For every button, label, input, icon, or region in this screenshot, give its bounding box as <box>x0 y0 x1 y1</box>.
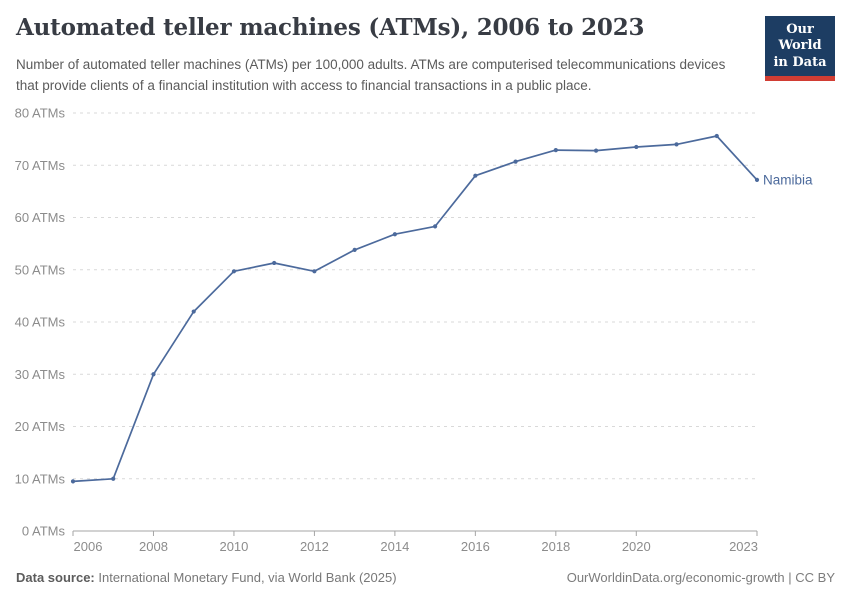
namibia-point-2019[interactable] <box>593 148 599 153</box>
y-axis-label-0: 0 ATMs <box>22 524 66 539</box>
namibia-point-2013[interactable] <box>352 247 357 252</box>
y-axis-label-40: 40 ATMs <box>15 315 66 330</box>
data-source-value: International Monetary Fund, via World B… <box>94 570 397 585</box>
x-axis-label-2016: 2016 <box>461 539 490 554</box>
namibia-point-2023[interactable] <box>754 177 760 182</box>
owid-logo-line1: Our World <box>778 22 822 54</box>
y-axis-label-80: 80 ATMs <box>15 106 66 121</box>
namibia-point-2018[interactable] <box>553 147 558 153</box>
x-axis-label-2012: 2012 <box>300 539 329 554</box>
namibia-point-2012[interactable] <box>312 269 317 274</box>
x-axis-label-2018: 2018 <box>541 539 570 554</box>
namibia-point-2020[interactable] <box>634 144 639 150</box>
x-axis-label-2014: 2014 <box>380 539 409 554</box>
namibia-point-2021[interactable] <box>674 142 679 147</box>
x-axis-label-2023: 2023 <box>729 539 758 554</box>
data-source-note: Data source: International Monetary Fund… <box>16 570 397 585</box>
namibia-point-2008[interactable] <box>151 372 156 377</box>
x-axis-label-2010: 2010 <box>219 539 248 554</box>
data-source-label: Data source: <box>16 570 95 585</box>
namibia-point-2007[interactable] <box>111 476 116 481</box>
page-title: Automated teller machines (ATMs), 2006 t… <box>16 14 645 41</box>
header-text: Automated teller machines (ATMs), 2006 t… <box>16 14 751 96</box>
namibia-point-2010[interactable] <box>231 269 237 274</box>
y-axis-label-50: 50 ATMs <box>15 262 66 277</box>
owid-logo-line2: in Data <box>773 54 827 70</box>
namibia-point-2011[interactable] <box>272 260 277 266</box>
chart-header: Automated teller machines (ATMs), 2006 t… <box>16 14 835 96</box>
chart-subtitle: Number of automated teller machines (ATM… <box>16 56 726 93</box>
y-axis-label-30: 30 ATMs <box>15 367 66 382</box>
namibia-line-series[interactable] <box>72 135 758 483</box>
namibia-point-2014[interactable] <box>392 232 397 237</box>
namibia-point-2015[interactable] <box>433 224 438 229</box>
owid-credit-link[interactable]: OurWorldinData.org/economic-growth | CC … <box>566 570 835 585</box>
y-axis-label-10: 10 ATMs <box>15 471 66 486</box>
owid-logo-red-bar <box>765 75 835 81</box>
namibia-point-2017[interactable] <box>513 159 518 164</box>
chart-footer: Data source: International Monetary Fund… <box>16 570 835 585</box>
namibia-point-2006[interactable] <box>70 479 76 484</box>
y-axis-label-60: 60 ATMs <box>15 210 66 225</box>
owid-logo[interactable]: Our World in Data <box>765 16 835 81</box>
y-axis-label-20: 20 ATMs <box>15 419 66 434</box>
x-axis-label-2008: 2008 <box>139 539 168 554</box>
x-axis-label-2020: 2020 <box>622 539 651 554</box>
namibia-point-2009[interactable] <box>191 309 196 314</box>
y-axis-label-70: 70 ATMs <box>15 158 66 173</box>
owid-logo-text: Our World in Data <box>765 16 835 76</box>
series-end-label[interactable]: Namibia <box>763 172 813 187</box>
namibia-point-2016[interactable] <box>473 173 478 178</box>
x-axis-label-2006: 2006 <box>74 539 103 554</box>
namibia-point-2022[interactable] <box>714 133 719 139</box>
